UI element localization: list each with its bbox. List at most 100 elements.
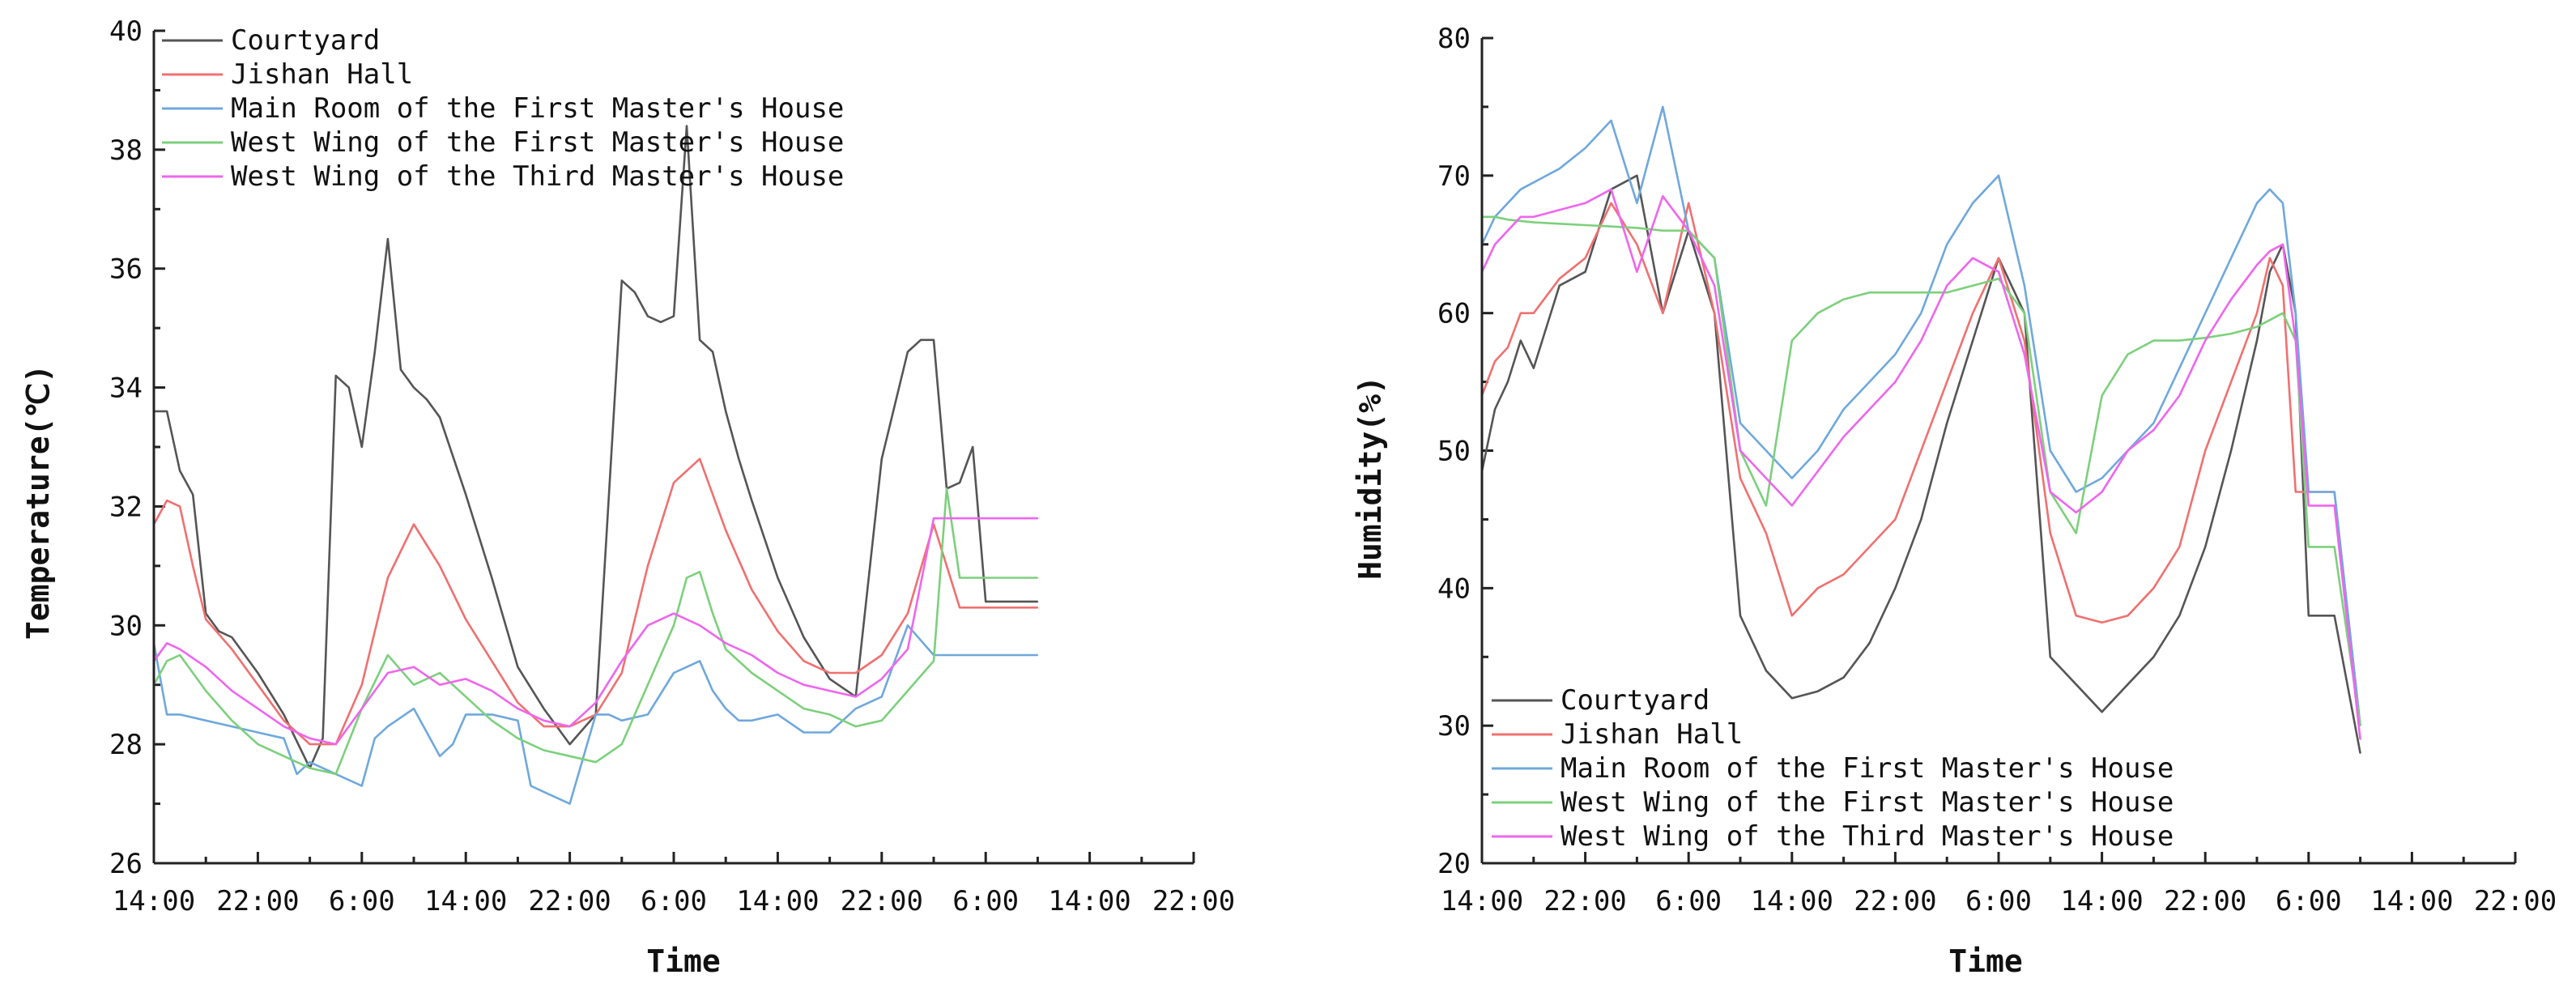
- temperature-series-point: [985, 517, 986, 519]
- humidity-series-point: [2204, 312, 2206, 314]
- humidity-series-point: [1688, 230, 1689, 232]
- temperature-series-point: [1037, 577, 1039, 579]
- humidity-series-point: [2101, 711, 2103, 713]
- temperature-series-point: [946, 654, 947, 656]
- temperature-series-point: [387, 726, 389, 727]
- temperature-series-point: [166, 642, 168, 645]
- humidity-series-point: [1894, 353, 1897, 355]
- humidity-x-tick-label: 22:00: [1854, 885, 1936, 917]
- temperature-x-tick-label: 14:00: [1048, 885, 1130, 917]
- humidity-series-point: [2075, 615, 2077, 617]
- temperature-series-point: [1037, 607, 1039, 609]
- temperature-x-tick-label: 6:00: [641, 885, 707, 917]
- temperature-series-point: [828, 678, 831, 680]
- humidity-axes: [1480, 38, 2515, 865]
- temperature-series-point: [712, 690, 713, 692]
- temperature-series-point: [543, 726, 545, 727]
- temperature-series-point: [803, 708, 805, 709]
- humidity-series-point: [2295, 491, 2297, 493]
- humidity-series-point: [2050, 656, 2051, 658]
- humidity-series-point: [2075, 683, 2077, 685]
- humidity-series-point: [1946, 422, 1948, 424]
- temperature-series-point: [321, 738, 324, 739]
- temperature-series-point: [166, 713, 168, 716]
- humidity-series-point: [2308, 546, 2310, 548]
- temperature-series-point: [283, 720, 285, 721]
- humidity-series-point: [1662, 312, 1664, 314]
- humidity-series-point: [2152, 429, 2155, 431]
- humidity-series-point: [1998, 270, 1999, 273]
- temperature-series-point: [699, 624, 700, 627]
- temperature-x-tick-label: 22:00: [841, 885, 923, 917]
- temperature-series-point: [828, 713, 831, 716]
- humidity-series-point: [1842, 408, 1845, 411]
- temperature-series-point: [959, 607, 960, 609]
- humidity-series-point: [2178, 615, 2181, 617]
- temperature-series-point: [334, 743, 337, 745]
- temperature-series-point: [985, 577, 986, 579]
- temperature-series-line-5: [152, 517, 1038, 746]
- temperature-series-point: [387, 654, 389, 656]
- humidity-series-point: [1946, 244, 1948, 245]
- temperature-series-point: [192, 672, 194, 674]
- temperature-series-point: [231, 720, 233, 721]
- temperature-series-point: [257, 743, 259, 745]
- temperature-series-point: [1024, 601, 1026, 602]
- temperature-series-point: [699, 339, 700, 341]
- humidity-series-point: [1494, 360, 1496, 362]
- temperature-legend-label: Courtyard: [231, 24, 380, 57]
- humidity-series-point: [2075, 512, 2077, 513]
- humidity-series-point: [1946, 292, 1948, 294]
- temperature-y-tick-label: 26: [109, 848, 143, 880]
- humidity-x-tick-label: 6:00: [2276, 885, 2342, 917]
- temperature-series-point: [179, 470, 181, 472]
- temperature-series-point: [972, 654, 973, 656]
- temperature-y-tick-label: 38: [109, 134, 143, 167]
- humidity-series-point: [1739, 449, 1741, 452]
- temperature-series-point: [517, 701, 519, 704]
- temperature-series-point: [972, 577, 973, 579]
- humidity-y-axis-title: Humidity(%): [1352, 376, 1388, 580]
- humidity-legend-label: Main Room of the First Master's House: [1561, 752, 2174, 785]
- temperature-series-point: [933, 517, 935, 519]
- humidity-series-point: [2230, 449, 2232, 452]
- temperature-series-point: [413, 523, 415, 526]
- humidity-series-point: [1507, 347, 1509, 348]
- humidity-series-point: [2204, 339, 2206, 342]
- humidity-series-point: [1688, 202, 1689, 204]
- humidity-series-point: [2230, 257, 2232, 259]
- temperature-series-point: [179, 713, 181, 716]
- temperature-series-point: [439, 416, 441, 419]
- humidity-series-point: [1972, 202, 1974, 204]
- humidity-series-point: [2282, 312, 2284, 314]
- temperature-series-point: [166, 660, 168, 662]
- temperature-series-point: [621, 279, 623, 282]
- humidity-series-point: [1791, 477, 1793, 479]
- humidity-series-point: [2359, 725, 2361, 726]
- temperature-series-point: [725, 642, 726, 645]
- temperature-series-point: [933, 339, 935, 341]
- humidity-series-point: [2269, 257, 2271, 259]
- temperature-series-point: [568, 743, 571, 745]
- humidity-series-point: [1816, 312, 1819, 314]
- temperature-x-tick-label: 22:00: [216, 885, 299, 917]
- temperature-series-point: [647, 624, 649, 627]
- humidity-series-point: [2204, 449, 2206, 452]
- temperature-series-point: [283, 713, 285, 716]
- temperature-series-point: [985, 601, 986, 602]
- temperature-series-point: [1037, 654, 1039, 656]
- temperature-series-point: [660, 321, 662, 323]
- temperature-series-point: [751, 720, 753, 721]
- humidity-series-point: [1868, 642, 1871, 645]
- humidity-series-point: [1507, 381, 1509, 383]
- humidity-series-point: [1520, 312, 1522, 314]
- temperature-series-point: [231, 636, 233, 638]
- temperature-series-point: [387, 238, 389, 240]
- humidity-series-point: [1816, 449, 1819, 452]
- humidity-series-point: [2269, 250, 2271, 253]
- temperature-series-point: [491, 577, 493, 579]
- temperature-series-point: [361, 683, 363, 686]
- temperature-series-point: [751, 672, 753, 674]
- temperature-series-point: [205, 690, 207, 692]
